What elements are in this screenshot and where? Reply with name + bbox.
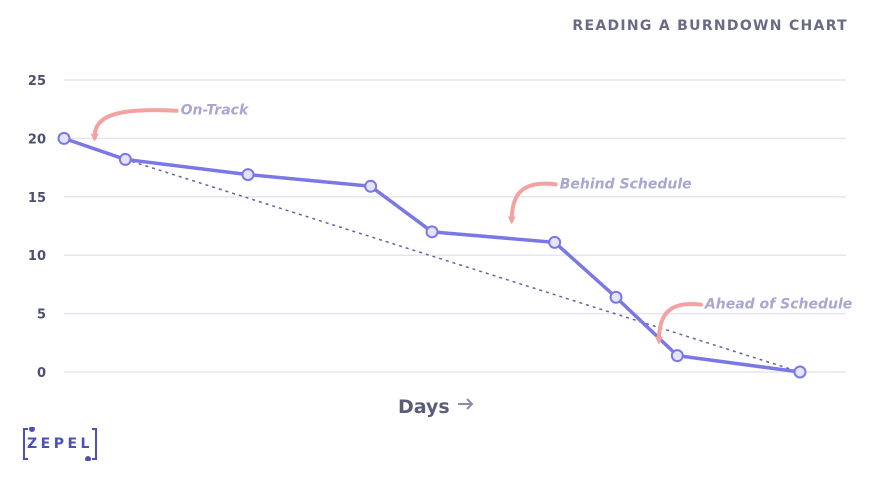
grid-lines xyxy=(64,79,846,373)
annotations: On-Track Behind Schedule Ahead of Schedule xyxy=(90,103,852,345)
data-point xyxy=(425,225,439,239)
right-arrow-icon xyxy=(458,398,474,410)
y-tick-label: 5 xyxy=(37,308,46,323)
annotation-arrow xyxy=(654,301,703,345)
zepel-logo: ZEPEL xyxy=(22,427,98,461)
y-tick-label: 15 xyxy=(28,191,46,206)
zepel-logo-text: ZEPEL xyxy=(27,436,93,452)
x-axis-label: Days xyxy=(398,396,450,418)
data-point xyxy=(364,179,378,193)
data-point xyxy=(793,365,807,379)
ideal-series xyxy=(125,158,801,373)
annotation-label: Ahead of Schedule xyxy=(704,297,852,313)
annotation-label: On-Track xyxy=(181,103,250,119)
data-point xyxy=(118,152,132,166)
data-point xyxy=(241,168,255,182)
annotation-label: Behind Schedule xyxy=(560,176,692,192)
ideal-line xyxy=(125,158,801,373)
y-axis-ticks: 0 5 10 15 20 25 xyxy=(28,74,46,381)
data-point xyxy=(548,235,562,249)
y-tick-label: 0 xyxy=(37,366,46,381)
data-point xyxy=(609,290,623,304)
x-axis-label-group: Days xyxy=(398,396,474,418)
actual-series xyxy=(57,131,807,379)
y-tick-label: 20 xyxy=(28,132,46,147)
chart-title: READING A BURNDOWN CHART xyxy=(572,18,848,34)
y-tick-label: 25 xyxy=(28,74,46,89)
annotation-arrow xyxy=(90,108,179,142)
data-point xyxy=(670,349,684,363)
data-point xyxy=(57,131,71,145)
annotation-arrow xyxy=(507,181,558,225)
y-tick-label: 10 xyxy=(28,249,46,264)
